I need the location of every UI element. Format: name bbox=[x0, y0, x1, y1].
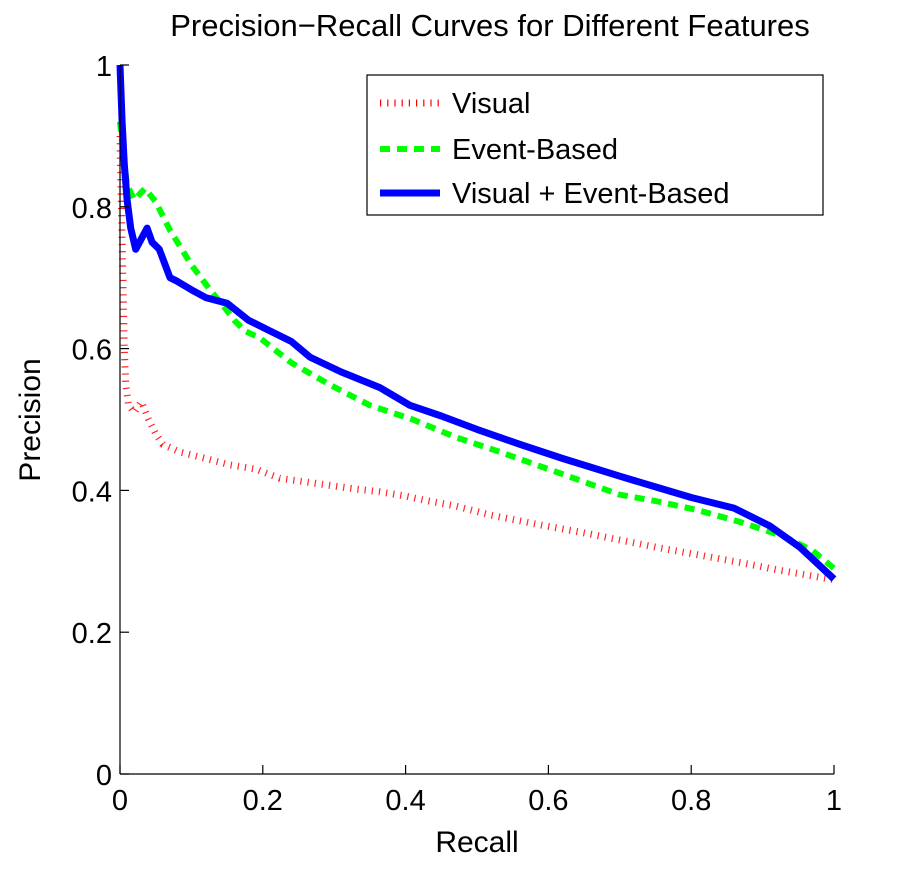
series-layer bbox=[116, 64, 837, 584]
x-tick-label: 0.4 bbox=[385, 785, 425, 817]
y-tick-label: 0 bbox=[96, 760, 112, 792]
x-axis-label: Recall bbox=[435, 826, 518, 859]
legend: Visual Event-Based Visual + Event-Based bbox=[366, 74, 824, 216]
y-tick-label: 1 bbox=[96, 51, 112, 83]
x-tick-label: 0.2 bbox=[243, 785, 283, 817]
y-tick-label: 0.6 bbox=[72, 335, 112, 367]
x-tick-label: 0.6 bbox=[528, 785, 568, 817]
legend-label-visual-event-based: Visual + Event-Based bbox=[452, 178, 730, 210]
x-tick-label: 0.8 bbox=[671, 785, 711, 817]
legend-label-visual: Visual bbox=[452, 88, 530, 120]
y-tick-label: 0.8 bbox=[72, 193, 112, 225]
y-tick-label: 0.2 bbox=[72, 618, 112, 650]
x-tick-label: 0 bbox=[112, 785, 128, 817]
x-tick-label: 1 bbox=[826, 785, 842, 817]
y-ticks: 0 0.2 0.4 0.6 0.8 1 bbox=[72, 51, 129, 792]
y-axis-label: Precision bbox=[14, 358, 47, 481]
series-line-event-based bbox=[117, 121, 836, 571]
legend-label-event-based: Event-Based bbox=[452, 134, 618, 166]
legend-box bbox=[366, 74, 824, 216]
x-ticks: 0 0.2 0.4 0.6 0.8 1 bbox=[112, 765, 842, 817]
y-tick-label: 0.4 bbox=[72, 476, 112, 508]
series-line-visual-event-based bbox=[116, 64, 837, 582]
chart-title: Precision−Recall Curves for Different Fe… bbox=[170, 8, 810, 43]
axes bbox=[119, 65, 834, 775]
